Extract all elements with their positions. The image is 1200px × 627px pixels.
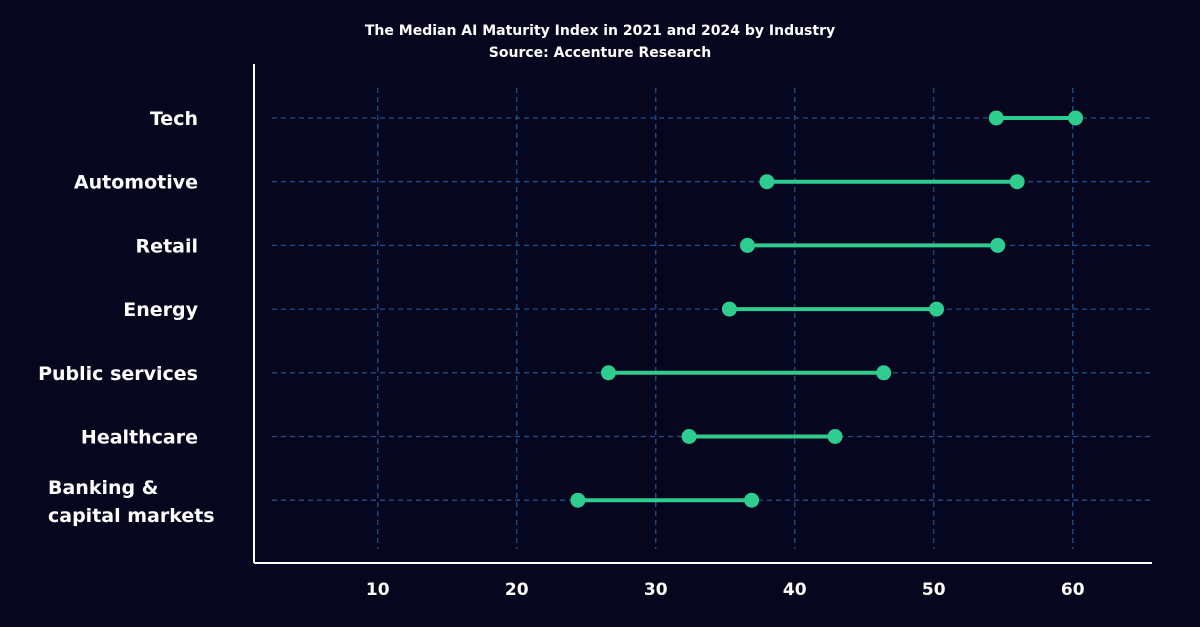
x-tick-label: 20 [505, 580, 529, 600]
point-series-1 [681, 429, 697, 444]
point-series-2 [990, 237, 1006, 253]
category-label: Energy [123, 299, 198, 321]
category-label: Healthcare [81, 427, 198, 449]
dumbbell-marks [570, 110, 1084, 508]
x-tick-label: 30 [644, 580, 668, 600]
chart-subtitle: Source: Accenture Research [488, 45, 712, 61]
category-label: Tech [150, 108, 198, 130]
x-tick-label: 50 [922, 580, 946, 600]
grid-layer [272, 88, 1150, 549]
category-labels: Tech Automotive Retail Energy Public service… [38, 108, 215, 527]
x-tick-labels: 10 20 30 40 50 60 [366, 580, 1085, 600]
point-series-2 [827, 429, 843, 444]
point-series-1 [721, 301, 737, 317]
point-series-1 [988, 110, 1004, 126]
point-series-1 [570, 492, 586, 508]
chart-header: The Median AI Maturity Index in 2021 and… [0, 20, 1200, 64]
x-tick-label: 10 [366, 580, 390, 600]
x-tick-label: 60 [1061, 580, 1085, 600]
point-series-2 [876, 365, 892, 381]
category-label: Automotive [74, 172, 198, 194]
category-label: Retail [136, 235, 198, 257]
point-series-2 [1068, 110, 1084, 126]
point-series-2 [1009, 174, 1025, 190]
point-series-1 [600, 365, 616, 381]
point-series-2 [929, 301, 945, 317]
axis-layer [253, 64, 1152, 564]
category-label: Banking & capital markets [48, 477, 215, 527]
chart-title: The Median AI Maturity Index in 2021 and… [364, 23, 836, 39]
point-series-2 [744, 492, 760, 508]
point-series-1 [759, 174, 775, 190]
point-series-1 [739, 237, 755, 253]
x-tick-label: 40 [783, 580, 807, 600]
category-label: Public services [38, 363, 198, 385]
